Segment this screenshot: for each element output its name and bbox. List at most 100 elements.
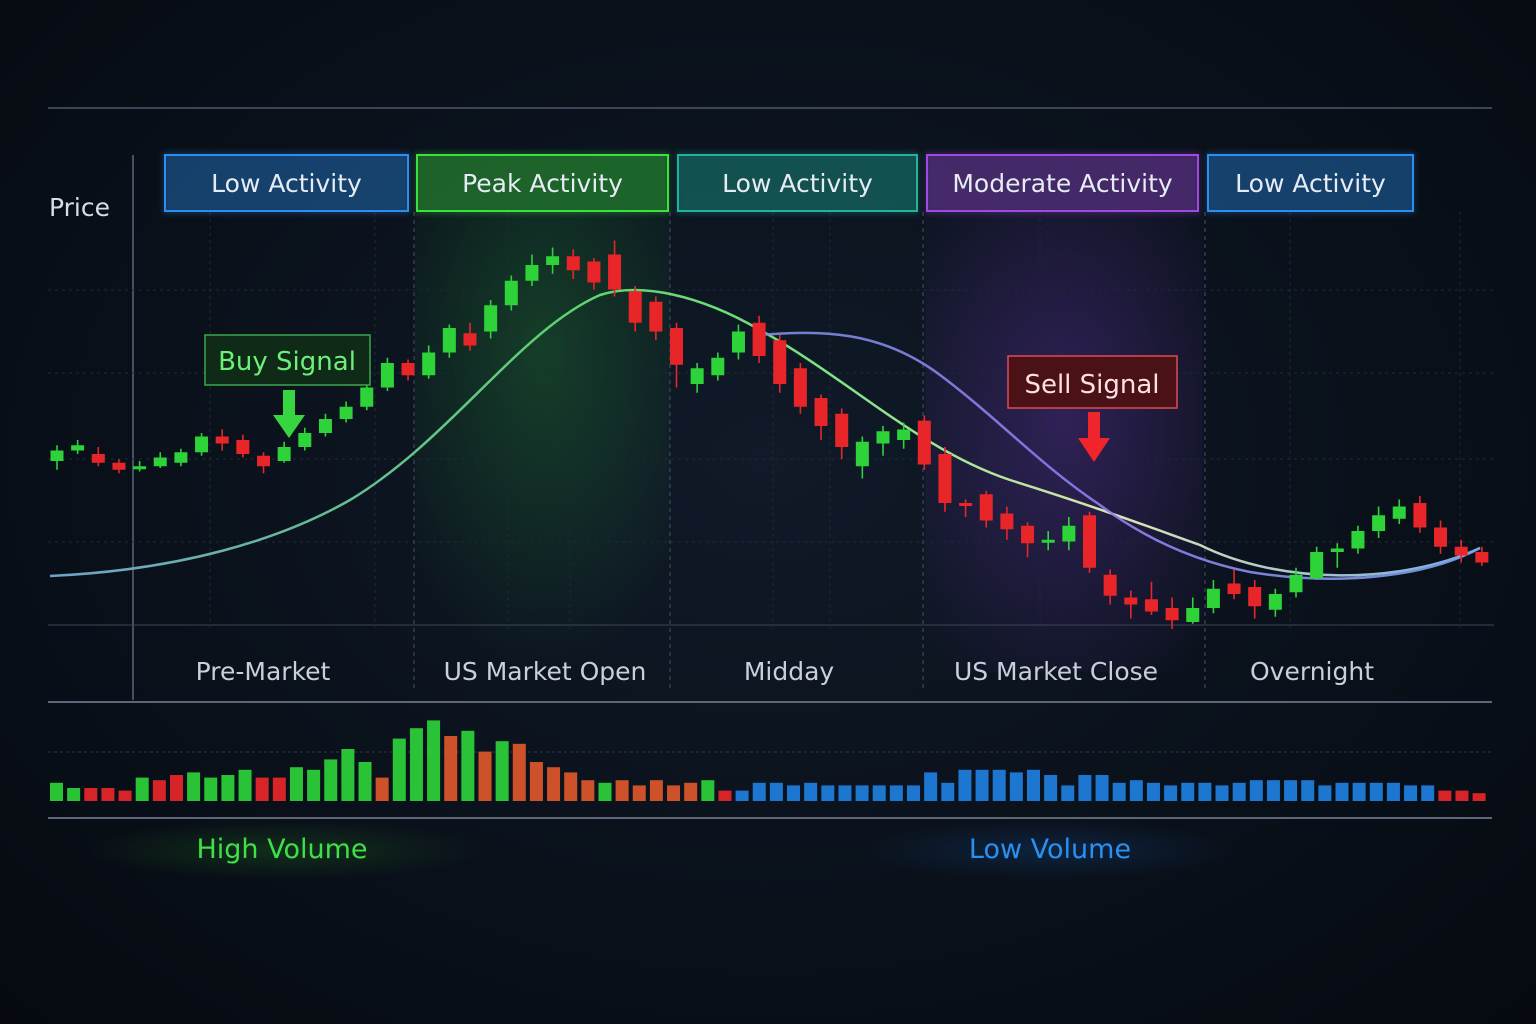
candle — [1186, 597, 1200, 624]
candle-body — [91, 454, 105, 463]
candle-body — [546, 256, 560, 265]
volume-bar — [941, 782, 955, 801]
candle — [1165, 597, 1179, 629]
candle-body — [731, 331, 745, 353]
volume-bar — [118, 790, 132, 801]
candle-body — [979, 494, 993, 521]
volume-bar — [1095, 775, 1109, 801]
candle — [298, 427, 312, 451]
candle — [1434, 520, 1448, 554]
activity-box: Peak Activity — [415, 152, 670, 214]
session-labels: Pre-Market US Market Open Midday US Market … — [196, 657, 1375, 686]
candle — [112, 459, 126, 474]
volume-bar — [427, 720, 441, 801]
candle — [236, 434, 250, 458]
volume-bar — [821, 785, 835, 801]
volume-series — [50, 720, 1486, 801]
candle — [793, 363, 807, 414]
candlestick-series — [50, 240, 1489, 629]
candle-body — [835, 413, 849, 447]
candle — [917, 415, 931, 470]
buy-signal-box — [204, 334, 371, 386]
candle — [339, 401, 353, 423]
volume-bar — [187, 772, 201, 801]
volume-bar — [855, 785, 869, 801]
high-volume-label: High Volume — [196, 834, 367, 865]
volume-bar — [461, 730, 475, 801]
candle — [897, 422, 911, 449]
candle — [690, 363, 704, 393]
candle — [1310, 546, 1324, 580]
down-arrow-icon — [1078, 412, 1110, 462]
candle-body — [814, 398, 828, 426]
candle — [277, 441, 291, 463]
volume-bar — [1112, 782, 1126, 801]
activity-box-label: Low Activity — [211, 169, 362, 198]
candle-body — [649, 301, 663, 332]
activity-box-glow — [925, 152, 1200, 214]
candle-body — [1227, 583, 1241, 594]
candle — [1330, 543, 1344, 568]
candle — [71, 440, 85, 454]
candle — [1041, 531, 1055, 551]
volume-bar — [1146, 782, 1160, 801]
candle-body — [1144, 599, 1158, 612]
volume-bar — [1404, 785, 1418, 801]
candle-body — [1475, 552, 1489, 563]
volume-bar — [341, 749, 355, 801]
candle-body — [1103, 574, 1117, 596]
candle — [1206, 580, 1220, 614]
volume-bar — [1198, 782, 1212, 801]
activity-box: Moderate Activity — [925, 152, 1200, 214]
candle — [525, 254, 539, 286]
volume-bar — [409, 728, 423, 801]
candle — [566, 249, 580, 279]
volume-bar — [1318, 785, 1332, 801]
candle — [546, 247, 560, 274]
candle — [1268, 588, 1282, 617]
volume-bar — [307, 769, 321, 801]
low-volume-label: Low Volume — [969, 834, 1131, 865]
candle-body — [1248, 587, 1262, 607]
candle — [422, 345, 436, 379]
volume-bar — [992, 769, 1006, 801]
candle — [257, 452, 270, 474]
volume-bar — [84, 788, 98, 801]
activity-box-frame — [677, 154, 918, 212]
candle-body — [422, 352, 436, 376]
volume-bar — [50, 782, 63, 801]
candle-body — [1413, 503, 1427, 528]
candle-body — [1206, 588, 1220, 608]
low-volume-glow — [860, 820, 1240, 880]
volume-bar — [1181, 782, 1195, 801]
moving-average-curve — [759, 331, 1481, 580]
candle — [1289, 567, 1303, 598]
candle — [731, 324, 745, 360]
candle-body — [608, 254, 622, 290]
candle — [979, 490, 993, 528]
activity-box-glow — [1206, 152, 1415, 214]
candle — [587, 258, 601, 290]
candle — [195, 433, 209, 456]
volume-bar — [667, 785, 681, 801]
volume-bar — [1335, 782, 1349, 801]
activity-box-frame — [1207, 154, 1414, 212]
moderate-activity-glow — [925, 212, 1203, 672]
volume-bar — [67, 788, 81, 801]
volume-bar — [1044, 775, 1058, 801]
candle-body — [153, 457, 167, 467]
candle — [1372, 506, 1386, 538]
candle — [1392, 499, 1406, 524]
volume-bar — [478, 751, 492, 801]
candle — [1227, 569, 1241, 600]
volume-bar — [1386, 782, 1400, 801]
candle-body — [525, 265, 539, 281]
candle-body — [504, 280, 518, 306]
volume-bar — [889, 785, 903, 801]
candle-body — [257, 455, 270, 467]
candle-body — [401, 363, 415, 376]
volume-bar — [1232, 782, 1246, 801]
session-label: Pre-Market — [196, 657, 331, 686]
sell-signal-label: Sell Signal — [1024, 370, 1159, 400]
